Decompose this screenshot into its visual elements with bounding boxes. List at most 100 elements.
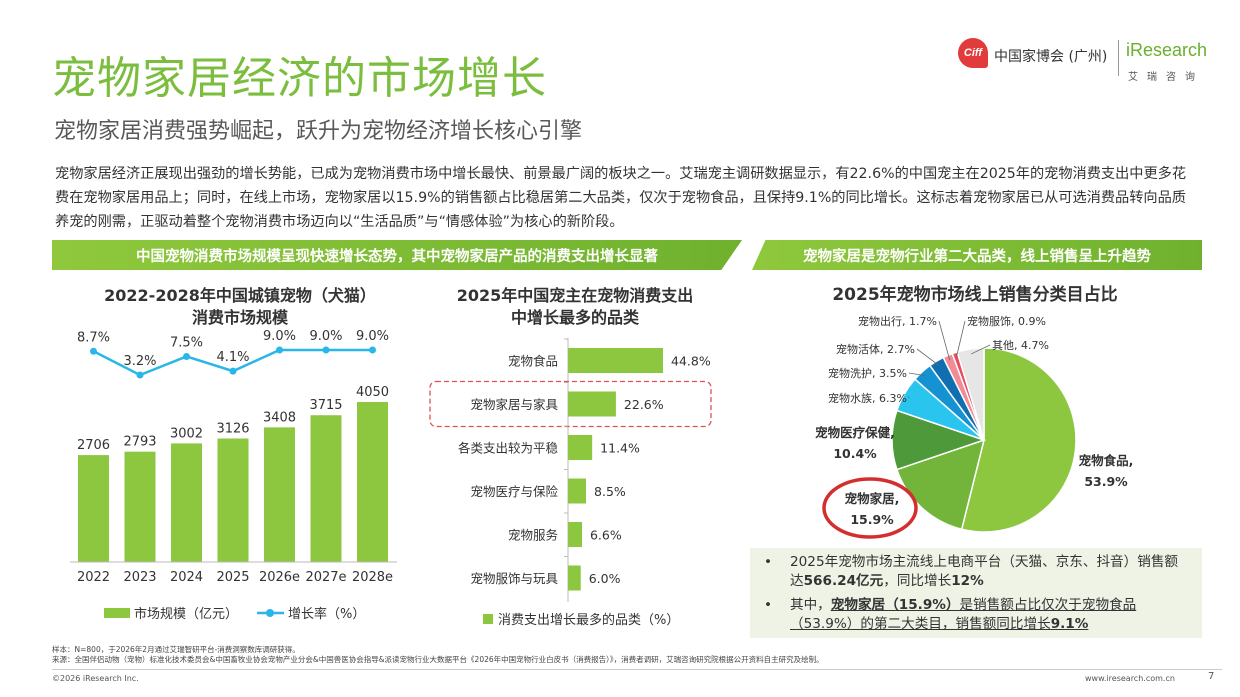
growth-label: 4.1% <box>216 350 249 365</box>
leader-line <box>955 320 966 358</box>
hbar-value-label: 8.5% <box>594 484 626 499</box>
banner-right: 宠物家居是宠物行业第二大品类，线上销售呈上升趋势 <box>752 240 1202 270</box>
hbar <box>568 435 593 460</box>
footer-copyright: ©2026 iResearch Inc. <box>52 674 139 683</box>
legend-line-label: 增长率（%） <box>288 606 365 622</box>
category-label: 宠物食品 <box>508 354 558 369</box>
bullet-dot-icon: • <box>764 597 773 613</box>
slice-label: 宠物家居, <box>845 491 900 506</box>
leader-line <box>971 344 991 355</box>
hbar-value-label: 6.6% <box>590 528 622 543</box>
chart1-title-line2: 消费市场规模 <box>191 308 288 327</box>
footer-website: www.iresearch.com.cn <box>1085 674 1175 683</box>
category-label: 宠物服饰与玩具 <box>470 571 558 586</box>
iresearch-logo-cn: 艾瑞咨询 <box>1128 72 1204 83</box>
slice-label: 宠物洗护, 3.5% <box>828 366 907 380</box>
category-label: 各类支出较为平稳 <box>458 441 559 456</box>
bar <box>264 427 295 562</box>
bar-value-label: 2706 <box>77 438 110 453</box>
chart2-spending-growth: 宠物食品 44.8% 宠物家居与家具 22.6% 各类支出较为平稳 11.4% 宠物医疗与保… <box>429 338 712 628</box>
leader-line <box>908 372 926 377</box>
hbar <box>568 391 616 417</box>
footer-divider <box>52 669 1222 670</box>
bar-value-label: 3126 <box>216 422 249 437</box>
growth-label: 3.2% <box>123 354 156 369</box>
note2-text-c: 是销售额占比仅次于宠物食品（53.9%）的第二大类目，销售额同比增长 <box>790 597 1137 632</box>
note1-text-a: 2025年宠物市场主流线上电商平台（天猫、京东、抖音）销售额达 <box>790 554 1179 589</box>
hbar <box>568 565 581 591</box>
note1-growth: 12% <box>951 573 984 589</box>
chart1-title: 2022-2028年中国城镇宠物（犬猫） 消费市场规模 <box>70 285 410 329</box>
note1-amount: 566.24亿元 <box>803 573 884 589</box>
chart2-title-line1: 2025年中国宠主在宠物消费支出 <box>456 286 694 305</box>
banner-left: 中国宠物消费市场规模呈现快速增长态势，其中宠物家居产品的消费支出增长显著 <box>52 240 742 270</box>
footer-source: 来源：全国伴侣动物（宠物）标准化技术委员会&中国畜牧业协会宠物产业分会&中国兽医… <box>52 655 824 664</box>
growth-label: 9.0% <box>263 329 296 344</box>
hbar <box>568 478 587 504</box>
hbar-value-label: 11.4% <box>600 441 640 456</box>
hbar-value-label: 6.0% <box>589 571 621 586</box>
chart1-title-line1: 2022-2028年中国城镇宠物（犬猫） <box>104 286 376 305</box>
x-tick-label: 2024 <box>170 570 203 585</box>
note2-growth: 9.1% <box>1050 616 1089 632</box>
legend-label: 消费支出增长最多的品类（%） <box>498 612 679 628</box>
legend-bar-swatch <box>104 608 130 618</box>
ciff-logo-icon: Ciff <box>958 38 988 68</box>
bar <box>78 455 109 562</box>
growth-point <box>229 367 237 375</box>
legend-line-marker <box>266 609 274 617</box>
slice-label: 宠物水族, 6.3% <box>828 391 907 405</box>
growth-point <box>90 347 97 355</box>
slice-label: 宠物活体, 2.7% <box>836 342 915 356</box>
page-title: 宠物家居经济的市场增长 <box>52 53 547 104</box>
category-label: 宠物医疗与保险 <box>470 484 558 499</box>
slice-label: 宠物医疗保健, <box>815 425 895 440</box>
category-label: 宠物家居与家具 <box>470 397 558 412</box>
slice-label: 10.4% <box>833 446 877 461</box>
x-tick-label: 2028e <box>352 570 393 585</box>
chart2-title: 2025年中国宠主在宠物消费支出 中增长最多的品类 <box>425 285 725 329</box>
hbar-value-label: 22.6% <box>624 397 664 412</box>
bar-value-label: 3408 <box>263 410 296 425</box>
page-subtitle: 宠物家居消费强势崛起，跃升为宠物经济增长核心引擎 <box>54 119 583 144</box>
slice-label: 53.9% <box>1084 474 1128 489</box>
chart3-online-sales-pie: 宠物食品, 53.9% 宠物家居, 15.9% 宠物医疗保健, 10.4% 宠物水族, 6.… <box>815 314 1133 539</box>
leader-line <box>916 348 940 366</box>
growth-point <box>183 352 190 360</box>
bar <box>310 415 342 562</box>
chart3-title: 2025年宠物市场线上销售分类目占比 <box>832 285 1118 305</box>
chart2-title-line2: 中增长最多的品类 <box>510 308 639 327</box>
growth-point <box>322 346 330 354</box>
highlight-circle <box>822 477 918 539</box>
x-tick-label: 2023 <box>123 570 156 585</box>
slice-label: 其他, 4.7% <box>992 339 1049 352</box>
growth-label: 9.0% <box>309 329 342 344</box>
bar-value-label: 3002 <box>170 426 203 441</box>
growth-point <box>136 371 144 379</box>
x-tick-label: 2025 <box>216 570 249 585</box>
note-bullet-2: • 其中，宠物家居（15.9%）是销售额占比仅次于宠物食品（53.9%）的第二大… <box>764 596 1189 634</box>
note1-text-c: ，同比增长 <box>883 573 952 589</box>
bar <box>124 451 156 562</box>
page-number: 7 <box>1208 671 1215 682</box>
growth-point <box>276 346 283 354</box>
hbar <box>568 348 663 373</box>
bar <box>357 402 388 562</box>
iresearch-logo: iResearch <box>1126 40 1208 60</box>
bullet-dot-icon: • <box>764 554 773 570</box>
growth-label: 9.0% <box>356 329 389 344</box>
note-bullet-1: • 2025年宠物市场主流线上电商平台（天猫、京东、抖音）销售额达566.24亿… <box>764 553 1189 591</box>
legend-bar-label: 市场规模（亿元） <box>134 606 238 622</box>
bar <box>217 438 249 562</box>
x-tick-label: 2022 <box>77 570 110 585</box>
chart1-market-size: 2706 2022 2793 2023 3002 2024 3126 2025 3408 2026… <box>70 329 397 622</box>
growth-label: 7.5% <box>170 335 203 350</box>
bar <box>171 443 202 562</box>
x-tick-label: 2027e <box>305 570 346 585</box>
bar-value-label: 2793 <box>123 435 156 450</box>
legend-swatch <box>483 614 493 624</box>
category-label: 宠物服务 <box>508 528 558 543</box>
pie-slice <box>960 347 1077 533</box>
growth-label: 8.7% <box>77 330 110 345</box>
ciff-logo-text: 中国家博会 (广州) <box>994 49 1108 65</box>
